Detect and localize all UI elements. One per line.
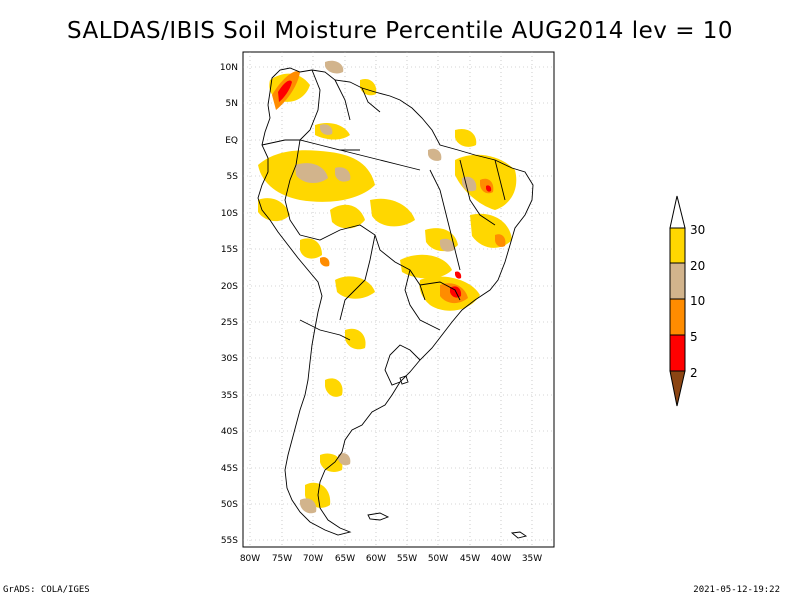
legend-label: 20: [690, 259, 705, 273]
lon-label: 60W: [366, 554, 386, 564]
lat-label: 15S: [221, 245, 238, 255]
lat-label: 50S: [221, 500, 238, 510]
legend-label: 2: [690, 366, 698, 380]
color-legend: 30 20 10 5 2: [669, 195, 705, 407]
legend-label: 10: [690, 294, 705, 308]
lat-label: 35S: [221, 391, 238, 401]
islands: [367, 375, 528, 539]
lon-label: 80W: [240, 554, 260, 564]
lon-label: 65W: [335, 554, 355, 564]
legend-swatch-below2: [669, 370, 686, 407]
country-boundaries: [257, 67, 534, 536]
lon-label: 45W: [460, 554, 480, 564]
lat-label: 55S: [221, 536, 238, 546]
lat-label: 5N: [226, 99, 238, 109]
footer-credit: GrADS: COLA/IGES: [3, 585, 90, 595]
lon-label: 50W: [428, 554, 448, 564]
map-title: SALDAS/IBIS Soil Moisture Percentile AUG…: [66, 18, 734, 44]
longitude-labels: 80W 75W 70W 65W 60W 55W 50W 45W 40W 35W: [240, 554, 542, 564]
lat-label: 5S: [227, 172, 239, 182]
lat-label: 10N: [220, 63, 238, 73]
lat-label: 30S: [221, 354, 238, 364]
lat-label: 40S: [221, 427, 238, 437]
latitude-labels: 10N 5N EQ 5S 10S 15S 20S 25S 30S 35S 40S…: [220, 63, 238, 546]
lon-label: 75W: [272, 554, 292, 564]
legend-swatch-above30: [669, 195, 686, 229]
lon-label: 35W: [522, 554, 542, 564]
lat-label: EQ: [225, 136, 238, 146]
lat-label: 20S: [221, 282, 238, 292]
lat-label: 10S: [221, 209, 238, 219]
lon-label: 55W: [397, 554, 417, 564]
legend-swatch-20-30: [669, 227, 686, 264]
lon-label: 40W: [491, 554, 511, 564]
lat-label: 25S: [221, 318, 238, 328]
legend-label: 30: [690, 223, 705, 237]
footer-timestamp: 2021-05-12-19:22: [693, 585, 780, 595]
legend-swatch-10-20: [669, 262, 686, 300]
lat-label: 45S: [221, 464, 238, 474]
map-frame: [242, 51, 555, 548]
lon-label: 70W: [303, 554, 323, 564]
legend-swatch-2-5: [669, 334, 686, 372]
legend-swatch-5-10: [669, 298, 686, 336]
legend-label: 5: [690, 330, 698, 344]
